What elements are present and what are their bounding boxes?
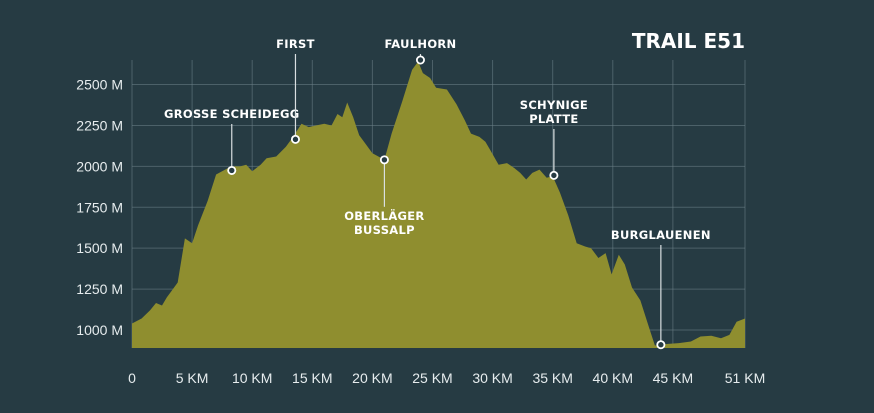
y-tick-label: 1000 M bbox=[76, 322, 123, 338]
x-tick-label: 40 KM bbox=[593, 370, 633, 386]
x-tick-label: 25 KM bbox=[412, 370, 452, 386]
x-tick-label: 10 KM bbox=[232, 370, 272, 386]
peak-label: BURGLAUENEN bbox=[611, 228, 711, 242]
x-tick-label: 5 KM bbox=[176, 370, 209, 386]
peak-dot bbox=[290, 134, 300, 144]
x-tick-label: 15 KM bbox=[292, 370, 332, 386]
peak-dot bbox=[379, 155, 389, 165]
x-axis-ticks: 0 5 KM 10 KM 15 KM 20 KM 25 KM 30 KM 35 KM 40 KM… bbox=[128, 370, 765, 386]
chart-title: TRAIL E51 bbox=[632, 29, 745, 53]
peak-marker: BURGLAUENEN bbox=[611, 228, 711, 350]
peak-dot bbox=[549, 170, 559, 180]
x-tick-label: 30 KM bbox=[472, 370, 512, 386]
y-tick-label: 1750 M bbox=[76, 199, 123, 215]
y-tick-label: 2250 M bbox=[76, 117, 123, 133]
peak-dot bbox=[415, 55, 425, 65]
peak-marker: FAULHORN bbox=[384, 37, 456, 65]
x-tick-label: 20 KM bbox=[352, 370, 392, 386]
y-tick-label: 2500 M bbox=[76, 77, 123, 93]
peak-dot bbox=[656, 340, 666, 350]
y-tick-label: 1250 M bbox=[76, 281, 123, 297]
peak-label: OBERLÄGER bbox=[344, 208, 424, 223]
x-tick-label: 0 bbox=[128, 370, 136, 386]
peak-label: BUSSALP bbox=[354, 223, 415, 237]
y-tick-label: 2000 M bbox=[76, 158, 123, 174]
x-tick-label: 35 KM bbox=[532, 370, 572, 386]
peak-label: GROSSE SCHEIDEGG bbox=[164, 107, 300, 121]
elevation-area bbox=[132, 61, 745, 348]
peak-marker: FIRST bbox=[276, 37, 315, 144]
peak-label: SCHYNIGE bbox=[520, 98, 588, 112]
peak-dot bbox=[227, 165, 237, 175]
x-tick-label: 45 KM bbox=[653, 370, 693, 386]
peak-label: FIRST bbox=[276, 37, 315, 51]
peak-marker: GROSSE SCHEIDEGG bbox=[164, 107, 300, 175]
peak-label: PLATTE bbox=[529, 112, 578, 126]
y-axis-ticks: 1000 M 1250 M 1500 M 1750 M 2000 M 2250 M 2500… bbox=[76, 77, 123, 338]
y-tick-label: 1500 M bbox=[76, 240, 123, 256]
x-tick-label: 51 KM bbox=[725, 370, 765, 386]
peak-label: FAULHORN bbox=[384, 37, 456, 51]
